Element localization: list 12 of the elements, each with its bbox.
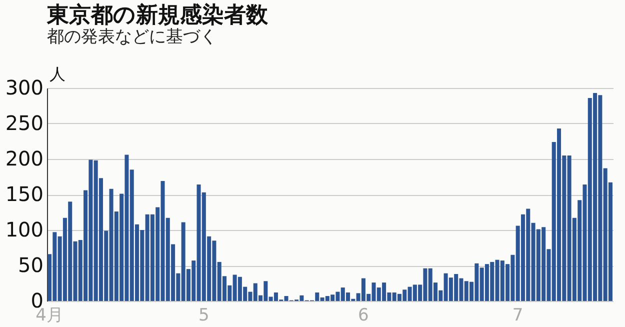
y-tick-label: 50 xyxy=(18,253,44,277)
y-tick-label: 150 xyxy=(5,182,44,206)
chart-subtitle: 都の発表などに基づく xyxy=(47,27,217,47)
y-tick-label: 200 xyxy=(5,146,44,170)
x-tick-label: 7 xyxy=(512,306,524,326)
x-tick-label: 5 xyxy=(198,306,210,326)
y-tick-label: 250 xyxy=(5,111,44,135)
y-tick-label: 100 xyxy=(5,218,44,242)
y-axis-title: 人 xyxy=(50,64,66,84)
chart-title: 東京都の新規感染者数 xyxy=(46,2,269,28)
x-tick-label: 6 xyxy=(358,306,369,326)
y-tick-label: 300 xyxy=(5,76,44,100)
